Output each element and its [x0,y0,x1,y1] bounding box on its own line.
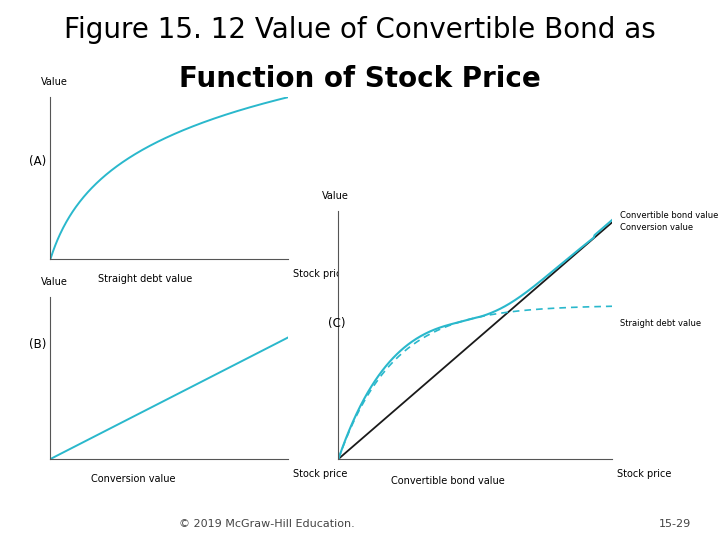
Text: (A): (A) [29,154,46,168]
Text: Straight debt value: Straight debt value [620,319,701,328]
Text: Function of Stock Price: Function of Stock Price [179,65,541,93]
Text: Stock price: Stock price [618,469,672,479]
Text: Conversion value: Conversion value [91,474,176,484]
Text: (B): (B) [29,338,46,352]
Text: Convertible bond value: Convertible bond value [620,211,719,220]
Text: Straight debt value: Straight debt value [99,274,192,284]
Text: Conversion value: Conversion value [620,223,693,232]
Text: Value: Value [41,77,68,87]
Text: Value: Value [322,191,349,201]
Text: 15-29: 15-29 [659,519,691,529]
Text: Figure 15. 12 Value of Convertible Bond as: Figure 15. 12 Value of Convertible Bond … [64,16,656,44]
Text: Convertible bond value: Convertible bond value [391,476,505,486]
Text: Value: Value [41,277,68,287]
Text: (C): (C) [328,316,345,330]
Text: Stock price: Stock price [293,269,347,279]
Text: Stock price: Stock price [293,469,347,479]
Text: © 2019 McGraw-Hill Education.: © 2019 McGraw-Hill Education. [179,519,354,529]
